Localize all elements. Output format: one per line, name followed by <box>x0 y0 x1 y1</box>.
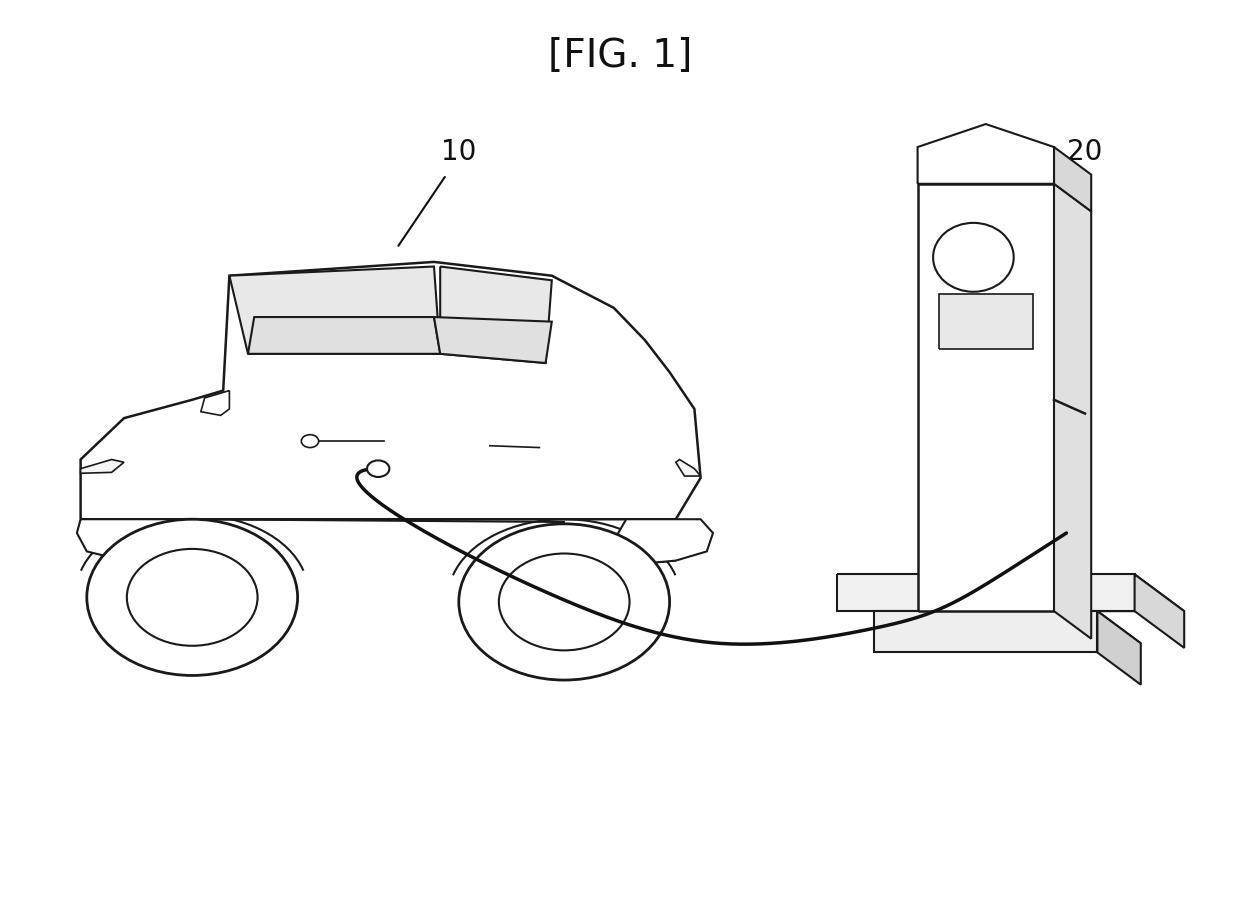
Text: 10: 10 <box>441 138 476 165</box>
PathPatch shape <box>440 267 552 363</box>
PathPatch shape <box>81 262 701 519</box>
PathPatch shape <box>77 519 211 565</box>
PathPatch shape <box>1135 574 1184 648</box>
PathPatch shape <box>201 391 229 415</box>
PathPatch shape <box>918 184 1054 611</box>
PathPatch shape <box>1054 184 1091 639</box>
Circle shape <box>367 460 389 477</box>
Circle shape <box>498 553 630 651</box>
PathPatch shape <box>1097 611 1141 685</box>
PathPatch shape <box>874 611 1141 643</box>
PathPatch shape <box>676 460 701 476</box>
Text: [FIG. 1]: [FIG. 1] <box>548 37 692 74</box>
PathPatch shape <box>837 574 1135 611</box>
PathPatch shape <box>608 519 713 565</box>
Ellipse shape <box>934 223 1014 292</box>
Circle shape <box>459 524 670 680</box>
PathPatch shape <box>939 294 1033 349</box>
PathPatch shape <box>918 124 1054 184</box>
PathPatch shape <box>1054 147 1091 211</box>
Circle shape <box>126 549 258 646</box>
Circle shape <box>87 519 298 675</box>
PathPatch shape <box>434 317 552 363</box>
PathPatch shape <box>81 460 124 473</box>
PathPatch shape <box>229 267 440 354</box>
PathPatch shape <box>874 611 1097 652</box>
Text: 20: 20 <box>1068 138 1102 165</box>
Circle shape <box>301 435 319 448</box>
PathPatch shape <box>837 574 1184 611</box>
PathPatch shape <box>248 317 440 354</box>
Text: 22: 22 <box>627 551 662 579</box>
